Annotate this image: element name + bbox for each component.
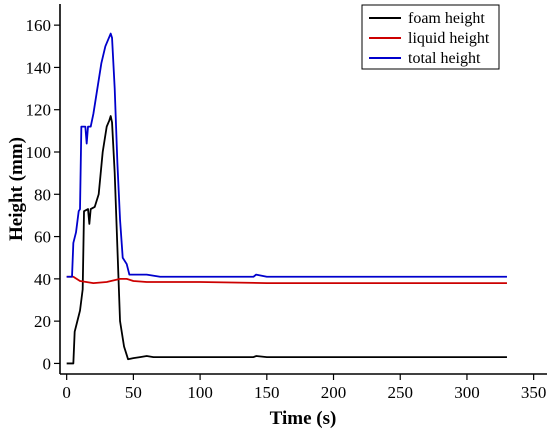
x-tick-label: 250	[387, 383, 413, 402]
series-line-total-height	[66, 32, 507, 278]
x-tick-label: 0	[62, 383, 71, 402]
x-tick-label: 150	[254, 383, 280, 402]
y-tick-label: 0	[43, 354, 52, 373]
x-tick-label: 300	[454, 383, 480, 402]
x-tick-label: 50	[125, 383, 142, 402]
plot-lines	[66, 32, 507, 365]
x-tick-label: 100	[187, 383, 213, 402]
x-axis-title: Time (s)	[270, 408, 337, 429]
y-tick-label: 140	[26, 58, 52, 77]
y-tick-label: 60	[34, 228, 51, 247]
series-line-foam-height	[66, 115, 507, 365]
series-line-liquid-height	[66, 275, 507, 284]
legend: foam height liquid height total height	[361, 4, 500, 70]
y-tick-label: 20	[34, 312, 51, 331]
y-tick-label: 160	[26, 16, 52, 35]
legend-label-total-height: total height	[408, 50, 481, 67]
legend-label-liquid-height: liquid height	[408, 30, 490, 47]
x-tick-label: 350	[521, 383, 547, 402]
y-axis-title: Height (mm)	[6, 137, 27, 241]
x-ticks: 0 50 100 150 200 250 300 350	[62, 374, 546, 402]
y-ticks: 0 20 40 60 80 100 120 140 160	[26, 16, 60, 373]
legend-label-foam-height: foam height	[408, 10, 485, 27]
x-tick-label: 200	[321, 383, 347, 402]
y-tick-label: 100	[26, 143, 52, 162]
y-tick-label: 40	[34, 270, 51, 289]
y-tick-label: 80	[34, 185, 51, 204]
y-tick-label: 120	[26, 101, 52, 120]
